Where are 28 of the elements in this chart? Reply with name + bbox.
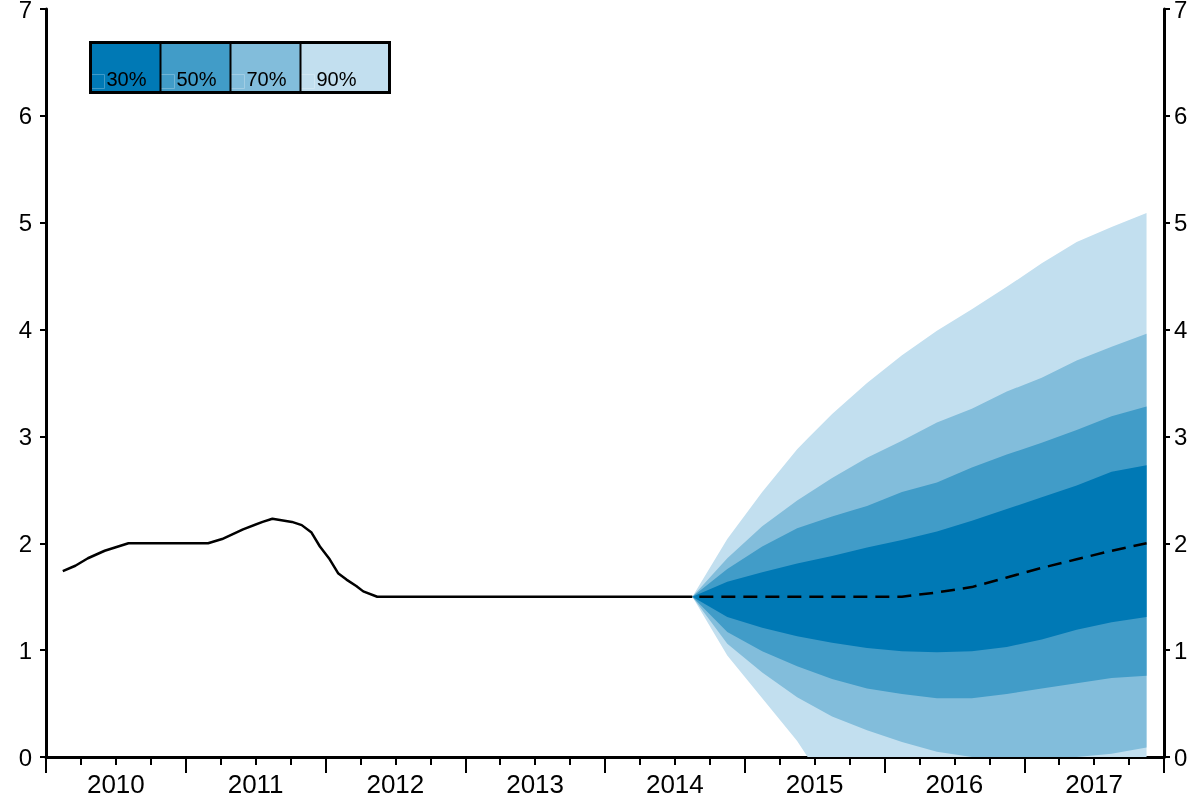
y2-tick-label: 4 — [1174, 316, 1188, 344]
x-tick-label: 2012 — [366, 769, 425, 799]
x-tick-label: 2015 — [785, 769, 844, 799]
y-tick-label: 5 — [18, 209, 32, 237]
legend-label: 90% — [316, 67, 357, 90]
y-tick-label: 3 — [18, 422, 32, 450]
y-tick-label: 2 — [18, 529, 32, 557]
y2-tick-label: 3 — [1174, 422, 1188, 450]
x-tick-label: 2011 — [227, 769, 284, 799]
x-tick-label: 2017 — [1065, 769, 1124, 799]
legend-label: 30% — [106, 67, 147, 90]
y-tick-label: 6 — [18, 102, 32, 130]
y2-tick-label: 1 — [1174, 636, 1188, 664]
x-tick-label: 2010 — [86, 769, 145, 799]
y2-tick-label: 2 — [1174, 529, 1188, 557]
y-tick-label: 4 — [18, 316, 32, 344]
legend-label: 70% — [246, 67, 287, 90]
legend-label: 50% — [176, 67, 217, 90]
y-tick-label: 7 — [18, 0, 32, 23]
y2-tick-label: 7 — [1174, 0, 1188, 23]
y-tick-label: 0 — [18, 743, 32, 771]
x-tick-label: 2014 — [645, 769, 704, 799]
x-tick-label: 2013 — [506, 769, 565, 799]
x-tick-label: 2016 — [925, 769, 984, 799]
y-tick-label: 1 — [18, 636, 32, 664]
y2-tick-label: 0 — [1174, 743, 1188, 771]
y2-tick-label: 5 — [1174, 209, 1188, 237]
y2-tick-label: 6 — [1174, 102, 1188, 130]
